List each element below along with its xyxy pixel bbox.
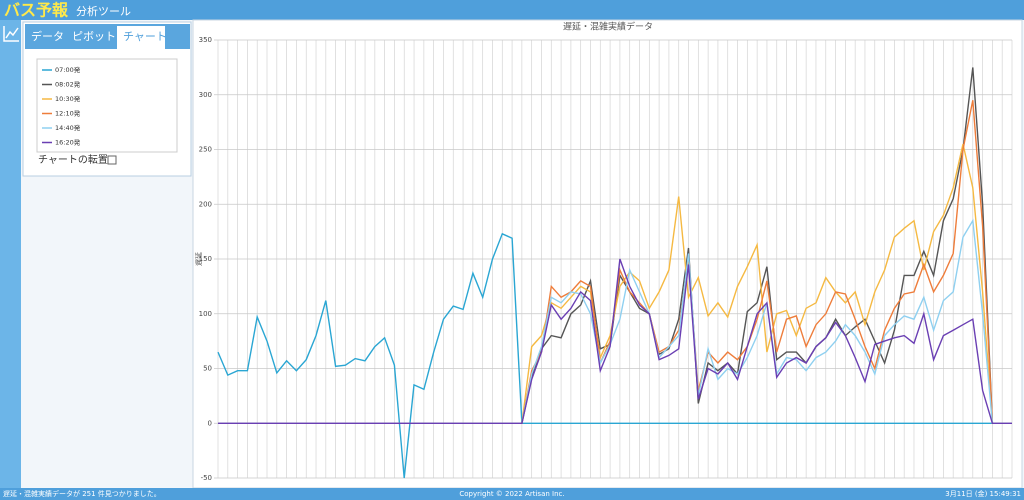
legend-label: 16:20発 (55, 138, 81, 147)
datetime: 3月11日 (金) 15:49:31 (945, 489, 1021, 498)
legend-box (36, 58, 178, 153)
legend-label: 14:40発 (55, 123, 81, 132)
legend-label: 08:02発 (55, 80, 81, 89)
y-tick-label: 50 (203, 365, 212, 373)
header-bar (0, 0, 1024, 20)
copyright: Copyright © 2022 Artisan Inc. (459, 490, 564, 498)
series-line (217, 232, 1012, 479)
icon-line (5, 27, 19, 39)
legend-label: 10:30発 (55, 94, 81, 103)
transpose-checkbox[interactable] (107, 155, 117, 165)
tab[interactable]: ピボット (72, 30, 116, 43)
app-title: バス予報 (4, 1, 69, 20)
series-line (218, 258, 1012, 424)
status-text: 遅延・混雑実績データが 251 件見つかりました。 (3, 489, 161, 498)
transpose-label: チャートの転置 (38, 154, 108, 166)
y-tick-label: -50 (201, 474, 212, 482)
y-tick-label: 200 (199, 200, 212, 208)
y-tick-label: 350 (199, 36, 212, 44)
tab[interactable]: データ (31, 29, 64, 43)
y-tick-label: 0 (208, 419, 212, 427)
active-tab[interactable] (117, 26, 165, 49)
app-subtitle: 分析ツール (76, 4, 131, 18)
y-tick-label: 250 (199, 146, 212, 154)
legend-label: 12:10発 (55, 109, 81, 118)
y-tick-label: 300 (199, 91, 212, 99)
tab[interactable]: チャート (123, 30, 167, 43)
y-axis-label: 遅延 (194, 252, 203, 266)
icon-axes (3, 26, 19, 42)
y-tick-label: 150 (199, 255, 212, 263)
y-tick-label: 100 (199, 310, 212, 318)
chart-title: 遅延・混雑実績データ (563, 21, 653, 33)
legend-label: 07:00発 (55, 65, 81, 74)
footer-bar (0, 488, 1024, 500)
chart-panel (192, 19, 1023, 489)
side-strip (0, 20, 21, 488)
chart-icon[interactable] (3, 26, 19, 42)
